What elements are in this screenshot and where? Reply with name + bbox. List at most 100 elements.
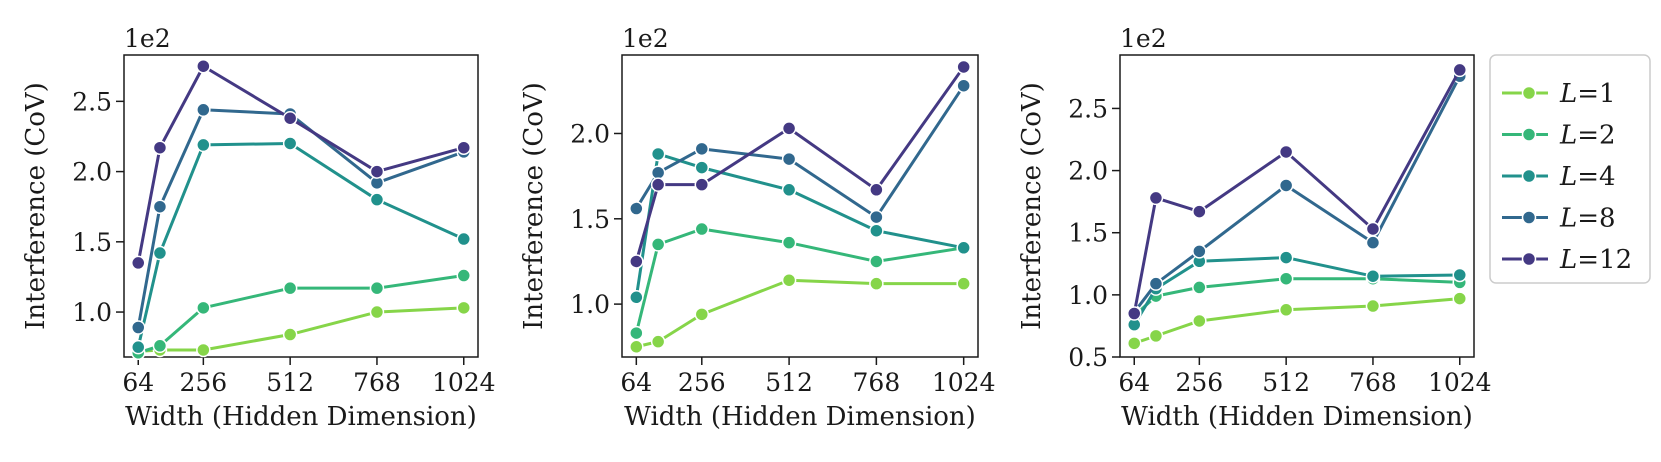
data-point	[956, 240, 971, 256]
x-tick-label: 64	[122, 368, 154, 397]
data-point	[781, 235, 797, 250]
x-tick-label: 64	[1118, 368, 1150, 397]
y-tick-label: 1.0	[570, 290, 610, 319]
data-point	[629, 254, 644, 269]
data-point	[1452, 62, 1468, 78]
data-point	[1192, 244, 1207, 259]
data-point	[1365, 235, 1381, 250]
series-line-L2	[137, 274, 464, 355]
data-point	[130, 339, 146, 355]
y-tick-label: 2.5	[1068, 94, 1108, 123]
data-point	[694, 141, 710, 157]
data-point	[1148, 276, 1164, 291]
data-point	[694, 221, 710, 237]
data-point	[196, 300, 211, 316]
data-point	[196, 58, 211, 74]
chart-panel-2: 64 256 512 768 1024 1.0 1.5 2.0 1e2 Width (Hidden…	[519, 24, 995, 432]
data-point	[152, 199, 168, 214]
data-point	[956, 276, 971, 291]
data-point	[781, 121, 797, 136]
data-point	[1192, 204, 1207, 219]
data-point	[694, 307, 710, 322]
data-point	[650, 334, 666, 349]
legend-marker	[1521, 127, 1537, 142]
data-point	[694, 177, 710, 192]
axes-frame	[621, 54, 979, 358]
data-point	[130, 255, 146, 271]
data-point	[1192, 313, 1207, 329]
data-point	[781, 151, 797, 167]
data-point	[869, 223, 884, 238]
data-point	[369, 280, 385, 296]
y-tick-label: 1.0	[72, 298, 112, 327]
x-tick-label: 512	[1262, 368, 1310, 397]
data-point	[1365, 221, 1381, 237]
data-point	[1278, 302, 1294, 318]
x-tick-label: 1024	[932, 368, 996, 397]
data-point	[1192, 280, 1207, 295]
data-point	[152, 245, 168, 261]
data-point	[1452, 291, 1468, 306]
data-point	[1278, 271, 1294, 286]
y-tick-label: 0.5	[1068, 343, 1108, 372]
legend-marker	[1521, 85, 1537, 101]
data-point	[1278, 144, 1294, 160]
series-line-L8	[635, 84, 965, 219]
data-point	[282, 136, 298, 151]
data-point	[1148, 190, 1164, 206]
chart-panel-3: 64 256 512 768 1024 0.5 1.0 1.5 2.0 2.5 1e2 Width (…	[1017, 24, 1492, 432]
x-axis-label: Width (Hidden Dimension)	[624, 402, 976, 432]
x-tick-label: 256	[1175, 368, 1223, 397]
y-tick-label: 1.5	[1068, 219, 1108, 248]
legend-marker	[1521, 168, 1537, 184]
data-point	[130, 320, 146, 335]
data-point	[369, 164, 385, 179]
data-point	[650, 165, 666, 180]
y-offset-multiplier: 1e2	[1120, 24, 1167, 53]
data-point	[1365, 268, 1381, 284]
y-offset-multiplier: 1e2	[124, 24, 171, 53]
legend-item-label: L=1	[1559, 79, 1616, 109]
y-axis-label: Interference (CoV)	[519, 82, 549, 330]
data-point	[869, 276, 884, 291]
data-point	[1126, 306, 1142, 321]
legend-item-label: L=4	[1559, 162, 1616, 192]
data-point	[282, 280, 298, 296]
y-tick-label: 1.5	[570, 205, 610, 234]
x-tick-label: 256	[678, 368, 726, 397]
data-point	[956, 59, 971, 75]
data-point	[1278, 178, 1294, 193]
y-tick-label: 1.0	[1068, 281, 1108, 310]
legend-item-label: L=8	[1559, 204, 1616, 234]
x-tick-label: 64	[620, 368, 652, 397]
y-offset-multiplier: 1e2	[622, 24, 669, 53]
data-point	[869, 254, 884, 269]
data-point	[629, 290, 644, 305]
data-point	[956, 78, 971, 93]
data-point	[650, 146, 666, 162]
y-tick-label: 2.5	[72, 87, 112, 116]
series-line-L12	[1132, 69, 1462, 314]
x-tick-label: 768	[853, 368, 901, 397]
series-line-L1	[138, 306, 464, 353]
axes-frame	[1119, 54, 1475, 358]
data-point	[1126, 336, 1142, 351]
series-line-L4	[634, 152, 964, 298]
legend: L=1 L=2 L=4 L=8 L=12	[1489, 54, 1651, 284]
x-tick-label: 768	[1349, 368, 1397, 397]
data-point	[650, 237, 666, 252]
series-line-L4	[136, 141, 465, 348]
data-point	[781, 182, 797, 198]
data-point	[369, 304, 385, 320]
data-point	[781, 272, 797, 288]
x-tick-label: 1024	[432, 368, 496, 397]
plots: 64 256 512 768 1024 1.0 1.5 2.0 2.5 1e2 Width (Hid…	[21, 24, 1492, 432]
y-tick-label: 2.0	[1068, 157, 1108, 186]
x-tick-label: 256	[179, 368, 227, 397]
x-tick-label: 1024	[1428, 368, 1492, 397]
data-point	[456, 231, 472, 247]
series-line-L1	[635, 278, 964, 349]
data-point	[1278, 250, 1294, 265]
y-tick-label: 2.0	[570, 119, 610, 148]
